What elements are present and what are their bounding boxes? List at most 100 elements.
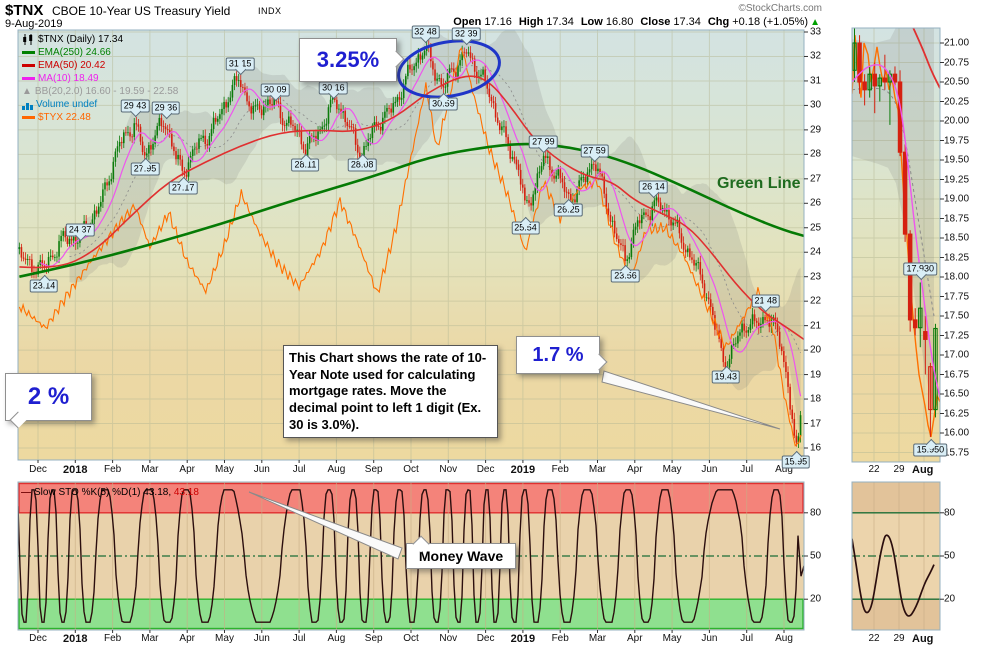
price-flag: 30.09: [260, 83, 290, 102]
zoom-y-tick: 18.00: [944, 271, 970, 283]
price-flag-value: 17.930: [907, 264, 935, 274]
legend-label: $TYX 22.48: [38, 112, 91, 123]
legend-item: EMA(250) 24.66: [22, 46, 178, 59]
main-series: [18, 30, 804, 449]
note-box: This Chart shows the rate of 10-Year Not…: [283, 345, 498, 439]
callout-text: 3.25%: [316, 47, 380, 72]
ma10-line: [39, 56, 802, 397]
price-flag-value: 30.09: [264, 85, 287, 95]
candlestick-icon: [23, 34, 33, 45]
price-flag: 23.14: [29, 275, 59, 293]
stoch-x-tick: Jun: [701, 633, 718, 644]
x-axis-tick: Feb: [103, 464, 122, 475]
zoom-y-tick: 17.75: [944, 291, 970, 302]
y-axis-tick: 24: [810, 246, 822, 258]
stoch-x-tick: Oct: [403, 633, 419, 644]
x-axis-tick: May: [662, 464, 682, 475]
legend-item: $TYX 22.48: [22, 111, 178, 124]
zoom-y-tick: 20.00: [944, 115, 970, 127]
price-flag-value: 29.43: [124, 101, 147, 111]
price-flag: 32.48: [411, 25, 440, 43]
x-axis-tick: Nov: [439, 464, 458, 475]
x-axis-tick: 2018: [63, 464, 88, 476]
x-axis-tick: Jul: [740, 464, 754, 475]
stoch-x-tick: Apr: [627, 633, 643, 644]
y-axis-tick: 22: [810, 295, 822, 307]
exchange-label: INDX: [258, 6, 282, 16]
price-flag-value: 27.99: [532, 136, 555, 146]
y-axis-tick: 17: [810, 418, 822, 430]
legend-label: EMA(250) 24.66: [38, 47, 111, 58]
x-axis-tick: Dec: [29, 464, 47, 475]
callout-2-percent: 2 %: [5, 373, 92, 429]
legend-label: BB(20,2.0) 16.60 - 19.59 - 22.58: [34, 86, 179, 97]
highlight-ellipse: [397, 39, 501, 99]
zoom-y-tick: 17.00: [944, 349, 970, 361]
y-axis-tick: 28: [810, 148, 822, 160]
price-flag-value: 26.14: [642, 181, 665, 191]
zoom-y-tick: 19.25: [944, 174, 970, 185]
callout-1-7-percent: 1.7 %: [516, 336, 608, 374]
price-flag: 27.99: [529, 135, 558, 153]
main-legend: $TNX (Daily) 17.34 EMA(250) 24.66 EMA(50) …: [22, 33, 178, 124]
y-axis-tick: 21: [810, 320, 822, 332]
stoch-x-tick: Sep: [364, 633, 383, 644]
x-axis-tick: Feb: [551, 464, 569, 475]
price-flag: 31.15: [225, 57, 255, 76]
chg-label: Chg: [707, 16, 730, 28]
stochastic-legend: — Slow STO %K(5) %D(1) 43.18, 43.18: [21, 487, 199, 498]
zoom-y-tick: 19.75: [944, 135, 970, 146]
copyright: ©StockCharts.com: [738, 3, 822, 14]
price-flag-value: 30.16: [322, 83, 345, 93]
zoom-y-tick: 20.50: [944, 76, 970, 88]
annotation-arrow: [248, 491, 403, 560]
price-flag: 24.37: [65, 223, 95, 242]
y-axis-tick: 19: [810, 369, 822, 381]
y-axis-tick: 18: [810, 393, 822, 405]
price-flag: 15.95: [781, 451, 811, 469]
zoom-y-tick: 16.00: [944, 427, 970, 439]
callout-text: 2 %: [27, 383, 70, 410]
price-flag: 29.36: [151, 101, 181, 120]
zoom-y-tick: 18.50: [944, 232, 970, 244]
stoch-x-tick: Dec: [29, 633, 47, 644]
x-axis-tick: Mar: [588, 464, 607, 475]
symbol: $TNX: [5, 2, 44, 19]
callout-money-wave: Money Wave: [406, 535, 516, 569]
stoch-x-tick: Jun: [253, 633, 270, 644]
price-flag-value: 21.48: [754, 295, 777, 305]
y-axis-tick: 20: [810, 344, 822, 356]
close-label: Close: [640, 16, 671, 28]
price-flag-value: 27.59: [583, 146, 606, 156]
y-axis-tick: 30: [810, 99, 822, 111]
green-line-label: Green Line: [717, 175, 801, 192]
zoom-series: [852, 28, 940, 438]
x-axis-tick: Apr: [179, 464, 195, 475]
zoom-x-tick: Aug: [912, 464, 934, 476]
y-axis-tick: 31: [810, 75, 822, 87]
price-flag: 32.39: [451, 27, 481, 46]
price-flag: 17.930: [903, 262, 938, 281]
open-value: 17.16: [484, 16, 512, 28]
high-label: High: [518, 16, 544, 28]
stoch-d-value: 43.18: [173, 487, 199, 498]
stoch-zoom-x-tick: Aug: [912, 633, 934, 645]
x-axis-tick: 2019: [510, 464, 536, 476]
price-flag: 26.14: [639, 180, 668, 199]
stoch-zoom-x-tick: 29: [893, 633, 905, 644]
price-flag-value: 31.15: [229, 59, 252, 69]
price-flag: 30.16: [319, 81, 348, 100]
stoch-zoom-y-tick: 50: [944, 550, 956, 562]
zoom-y-tick: 16.50: [944, 388, 970, 400]
up-arrow-icon: ▲: [810, 17, 820, 28]
line-swatch: [22, 51, 35, 54]
zoom-tyx-line: [852, 35, 940, 438]
x-axis-tick: Aug: [327, 464, 346, 475]
legend-item: Volume undef: [22, 98, 178, 111]
price-flag-value: 32.48: [414, 26, 437, 36]
zoom-plot-border: [851, 27, 941, 463]
price-flag: 26.25: [554, 199, 583, 217]
annotation-arrow: [601, 370, 781, 430]
price-flag: 19.43: [711, 365, 741, 384]
stoch-k-value: 43.18,: [143, 487, 172, 498]
